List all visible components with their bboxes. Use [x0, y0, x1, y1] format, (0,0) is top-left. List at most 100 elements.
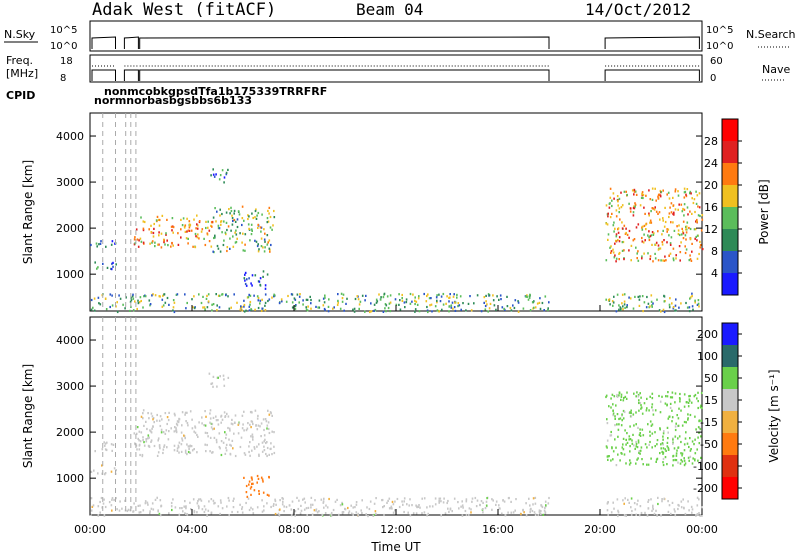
- scatter-cell: [133, 502, 135, 505]
- scatter-cell: [699, 214, 701, 218]
- scatter-cell: [191, 298, 193, 301]
- scatter-cell: [232, 219, 234, 223]
- scatter-cell: [364, 299, 366, 302]
- scatter-cell: [408, 504, 410, 507]
- scatter-cell: [620, 191, 622, 194]
- scatter-cell: [648, 238, 651, 242]
- scatter-cell: [186, 301, 188, 305]
- scatter-cell: [611, 199, 613, 202]
- date-label: 14/Oct/2012: [585, 0, 691, 19]
- scatter-cell: [394, 500, 396, 503]
- scatter-cell: [514, 509, 516, 512]
- scatter-cell: [668, 197, 671, 200]
- scatter-cell: [181, 424, 183, 427]
- scatter-cell: [306, 309, 309, 312]
- scatter-cell: [245, 429, 248, 432]
- scatter-cell: [215, 438, 218, 441]
- scatter-cell: [140, 216, 142, 219]
- scatter-cell: [342, 511, 345, 514]
- scatter-cell: [271, 296, 273, 299]
- scatter-cell: [676, 225, 678, 228]
- scatter-cell: [696, 194, 699, 197]
- scatter-cell: [260, 435, 262, 438]
- scatter-cell: [613, 256, 616, 259]
- scatter-cell: [231, 423, 234, 426]
- scatter-cell: [147, 444, 150, 447]
- scatter-cell: [243, 476, 245, 479]
- scatter-cell: [272, 224, 274, 227]
- scatter-cell: [657, 502, 659, 506]
- scatter-cell: [682, 230, 684, 233]
- scatter-cell: [701, 248, 704, 251]
- scatter-cell: [613, 221, 615, 224]
- scatter-cell: [234, 241, 237, 244]
- scatter-cell: [661, 450, 663, 453]
- scatter-cell: [291, 301, 294, 304]
- scatter-cell: [177, 243, 180, 246]
- scatter-cell: [263, 434, 266, 437]
- scatter-cell: [429, 505, 431, 508]
- scatter-cell: [101, 448, 104, 451]
- scatter-cell: [111, 304, 114, 307]
- scatter-cell: [398, 505, 401, 509]
- scatter-cell: [427, 293, 429, 296]
- scatter-cell: [650, 221, 653, 224]
- scatter-cell: [365, 294, 367, 297]
- scatter-cell: [94, 261, 96, 264]
- scatter-cell: [103, 441, 105, 444]
- scatter-cell: [219, 250, 222, 253]
- scatter-cell: [258, 248, 260, 251]
- scatter-cell: [207, 220, 209, 223]
- scatter-cell: [541, 505, 544, 509]
- scatter-cell: [680, 302, 682, 305]
- scatter-cell: [156, 454, 159, 457]
- scatter-cell: [622, 399, 625, 402]
- scatter-cell: [105, 245, 107, 248]
- scatter-cell: [694, 458, 696, 461]
- scatter-cell: [197, 504, 200, 507]
- scatter-cell: [267, 427, 270, 431]
- scatter-cell: [634, 508, 637, 511]
- scatter-cell: [247, 217, 249, 221]
- scatter-cell: [260, 230, 262, 233]
- scatter-cell: [203, 510, 206, 514]
- scatter-cell: [680, 452, 682, 455]
- scatter-cell: [251, 284, 253, 287]
- scatter-cell: [299, 293, 301, 296]
- scatter-cell: [616, 195, 619, 198]
- scatter-cell: [304, 501, 306, 504]
- scatter-cell: [644, 239, 646, 242]
- scatter-cell: [606, 509, 609, 512]
- scatter-cell: [646, 446, 648, 449]
- scatter-cell: [661, 240, 664, 244]
- scatter-cell: [197, 233, 199, 236]
- scatter-cell: [140, 240, 143, 243]
- scatter-cell: [324, 512, 327, 515]
- scatter-cell: [266, 424, 269, 427]
- scatter-cell: [394, 509, 396, 512]
- scatter-cell: [612, 458, 614, 461]
- scatter-cell: [225, 233, 227, 236]
- scatter-cell: [213, 236, 215, 240]
- scatter-cell: [643, 402, 646, 405]
- scatter-cell: [113, 498, 115, 502]
- scatter-cell: [248, 480, 251, 483]
- scatter-cell: [699, 243, 702, 247]
- scatter-cell: [291, 293, 294, 296]
- scatter-cell: [200, 230, 203, 233]
- scatter-cell: [691, 212, 693, 215]
- scatter-cell: [360, 509, 362, 512]
- scatter-cell: [142, 439, 144, 442]
- scatter-cell: [261, 499, 263, 502]
- scatter-cell: [258, 490, 260, 493]
- scatter-cell: [220, 501, 222, 504]
- scatter-cell: [111, 262, 113, 265]
- scatter-cell: [691, 305, 694, 308]
- scatter-cell: [305, 298, 308, 301]
- scatter-cell: [618, 251, 621, 255]
- scatter-cell: [612, 412, 615, 415]
- scatter-cell: [436, 294, 438, 297]
- scatter-cell: [200, 301, 203, 305]
- scatter-cell: [197, 435, 199, 438]
- scatter-cell: [230, 209, 233, 213]
